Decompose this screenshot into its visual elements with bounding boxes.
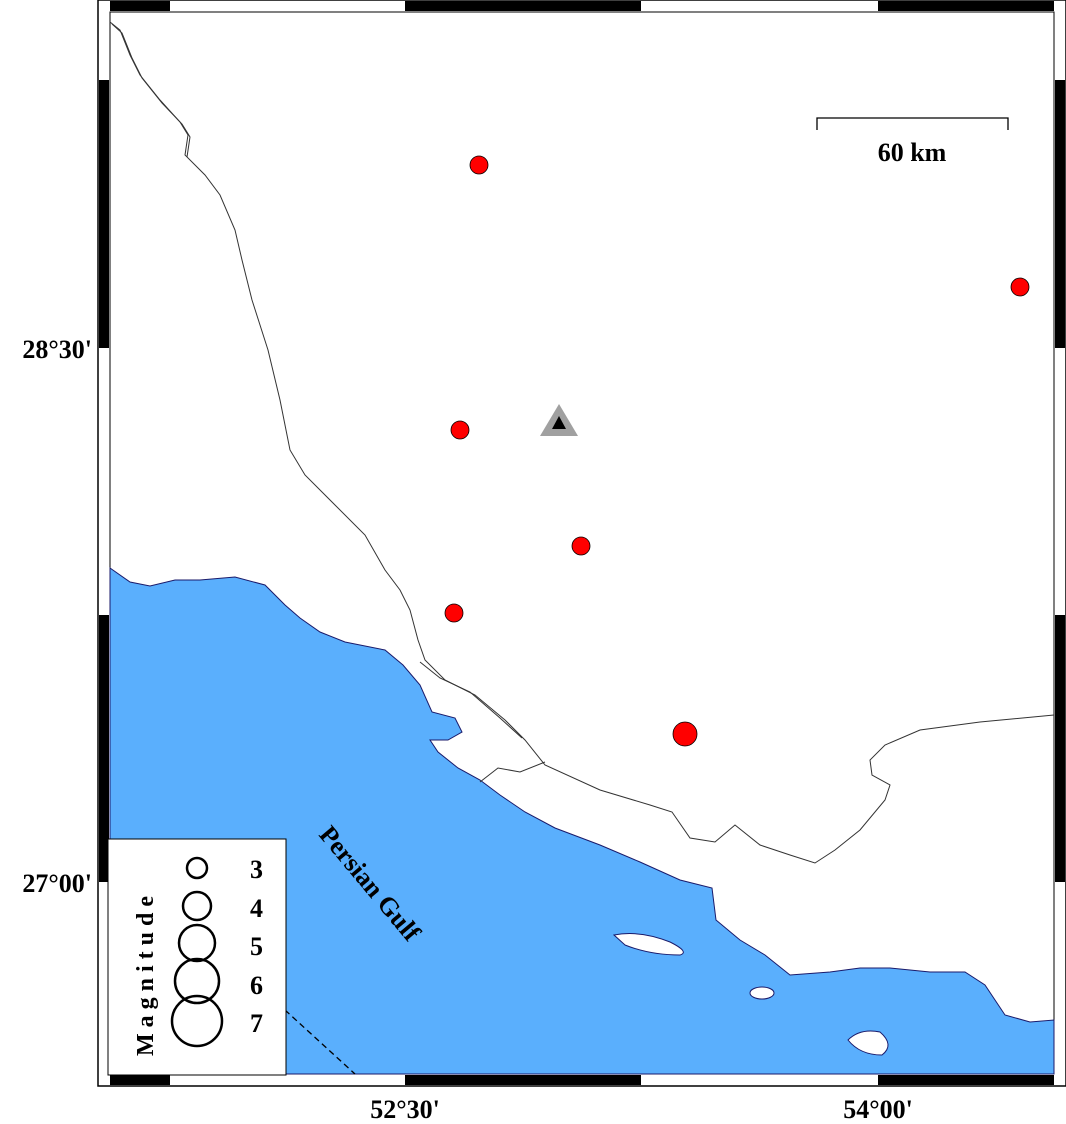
event-marker[interactable] [444,603,464,623]
station-triangle-icon[interactable] [540,404,578,436]
lon-label: 54°00' [843,1095,913,1124]
sea [109,567,1055,1075]
legend-item: 4 [250,894,263,923]
lat-label: 27°00' [22,869,92,898]
boundary-line [284,1009,356,1075]
legend-item: 3 [250,855,263,884]
legend-title: Magnitude [133,890,159,1056]
lat-label: 28°30' [22,335,92,364]
legend-item: 5 [250,932,263,961]
scale-bar: 60 km [816,117,1009,167]
events [444,155,1030,747]
lon-label: 52°30' [370,1095,440,1124]
legend-item: 6 [250,971,263,1000]
scale-bar-label: 60 km [878,138,947,167]
event-marker[interactable] [672,721,698,747]
event-marker[interactable] [1010,277,1030,297]
event-marker[interactable] [450,420,470,440]
magnitude-legend: Magnitude 3 4 5 6 7 [107,838,287,1076]
province-boundaries [109,21,1055,864]
islands [612,933,889,1056]
event-marker[interactable] [469,155,489,175]
event-marker[interactable] [571,536,591,556]
legend-item: 7 [250,1009,263,1038]
